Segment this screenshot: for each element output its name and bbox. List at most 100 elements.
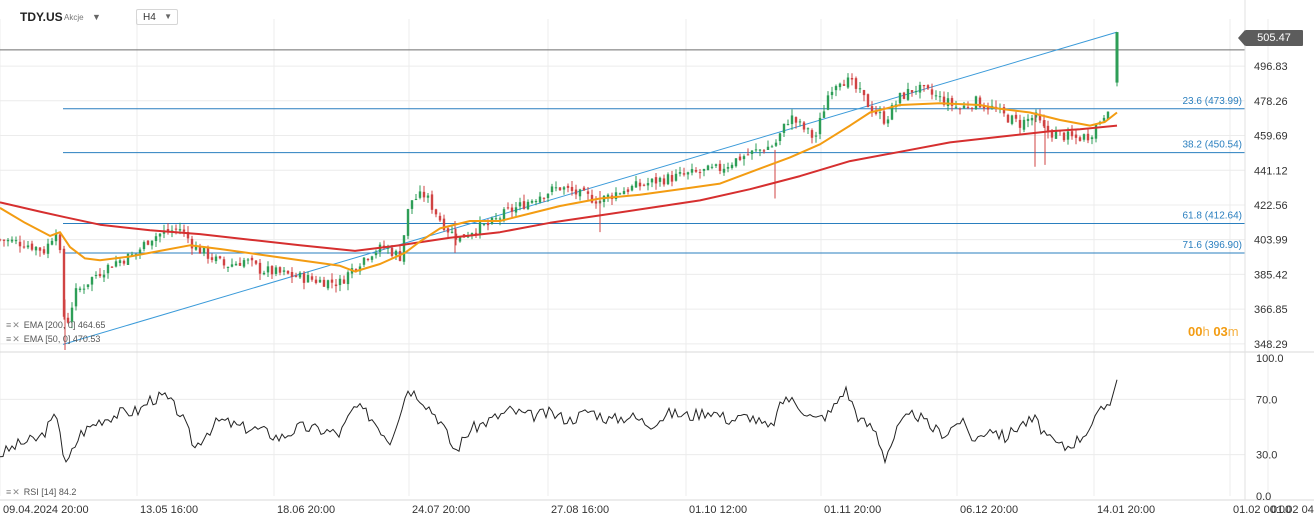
candle-down bbox=[442, 218, 446, 230]
time-tick-label: 01.02 04:00 bbox=[1271, 504, 1314, 516]
candle-up bbox=[858, 88, 862, 90]
candle-up bbox=[782, 123, 786, 133]
fibonacci-retracement[interactable]: 23.6 (473.99) 38.2 (450.54) 61.8 (412.64) 7… bbox=[0, 31, 1245, 345]
rsi-tick-label: 100.0 bbox=[1256, 353, 1284, 365]
candle-up bbox=[150, 240, 154, 246]
candle-up bbox=[102, 274, 106, 278]
candle-up bbox=[494, 218, 498, 220]
candle-up bbox=[774, 142, 778, 146]
candle-down bbox=[1014, 114, 1018, 119]
candle-up bbox=[46, 243, 50, 254]
candle-up bbox=[606, 194, 610, 198]
candle-down bbox=[874, 110, 878, 114]
settings-menu-icon[interactable]: ≡✕ bbox=[6, 334, 21, 344]
candle-up bbox=[714, 164, 718, 166]
candle-up bbox=[618, 193, 622, 195]
settings-menu-icon[interactable]: ≡✕ bbox=[6, 487, 21, 497]
candle-down bbox=[762, 150, 766, 152]
candle-down bbox=[662, 178, 666, 185]
candle-up bbox=[914, 91, 918, 93]
candle-up bbox=[158, 233, 162, 237]
candle-up bbox=[710, 166, 714, 168]
candle-up bbox=[1030, 117, 1034, 121]
candle-up bbox=[554, 187, 558, 189]
candle-up bbox=[226, 266, 230, 268]
time-tick-label: 24.07 20:00 bbox=[412, 504, 470, 516]
candle-down bbox=[986, 106, 990, 110]
ema50-legend[interactable]: ≡✕ EMA [50, 0] 470.53 bbox=[6, 334, 100, 345]
candle-up bbox=[34, 246, 38, 251]
candle-up bbox=[686, 172, 690, 175]
candle-up bbox=[370, 256, 374, 260]
candle-up bbox=[130, 254, 134, 256]
rsi-legend[interactable]: ≡✕ RSI [14] 84.2 bbox=[6, 487, 76, 498]
candle-down bbox=[286, 270, 290, 274]
timeframe-select[interactable]: H4 ▼ bbox=[136, 9, 178, 25]
candle-down bbox=[342, 279, 346, 284]
candle-down bbox=[810, 130, 814, 138]
candle-down bbox=[566, 185, 570, 188]
rsi-tick-label: 30.0 bbox=[1256, 450, 1277, 462]
candle-down bbox=[2, 239, 6, 241]
candle-down bbox=[122, 260, 126, 264]
symbol-dropdown-icon[interactable]: ▼ bbox=[92, 12, 101, 22]
settings-menu-icon[interactable]: ≡✕ bbox=[6, 320, 21, 330]
candle-up bbox=[230, 264, 234, 267]
price-tick-label: 348.29 bbox=[1254, 339, 1288, 351]
candle-down bbox=[870, 106, 874, 113]
candle-up bbox=[82, 288, 86, 290]
candle-up bbox=[262, 272, 266, 275]
time-tick-label: 06.12 20:00 bbox=[960, 504, 1018, 516]
candle-up bbox=[750, 150, 754, 154]
candle-up bbox=[770, 146, 774, 148]
candle-up bbox=[386, 247, 390, 249]
chart-header: TDY.US Akcje ▼ H4 ▼ bbox=[0, 0, 1314, 34]
candle-up bbox=[538, 196, 542, 203]
price-tick-label: 366.85 bbox=[1254, 304, 1288, 316]
candle-up bbox=[706, 165, 710, 171]
candle-countdown: 00h 03m bbox=[1188, 324, 1239, 339]
candle-up bbox=[622, 191, 626, 195]
symbol-name[interactable]: TDY.US bbox=[20, 10, 63, 24]
candle-up bbox=[906, 88, 910, 100]
fib-level-label: 71.6 (396.90) bbox=[1183, 240, 1243, 251]
rsi-tick-label: 70.0 bbox=[1256, 394, 1277, 406]
candle-down bbox=[978, 97, 982, 108]
candle-up bbox=[846, 77, 850, 88]
candle-down bbox=[1070, 131, 1074, 137]
candle-down bbox=[850, 77, 854, 80]
candle-up bbox=[550, 186, 554, 193]
candle-down bbox=[62, 248, 66, 317]
candle-up bbox=[826, 95, 830, 110]
candle-down bbox=[866, 94, 870, 108]
candle-up bbox=[394, 250, 398, 256]
candle-down bbox=[18, 241, 22, 247]
candle-up bbox=[730, 164, 734, 168]
candlestick-series bbox=[0, 32, 1119, 350]
ema50-label: EMA [50, 0] 470.53 bbox=[23, 334, 101, 344]
candle-down bbox=[654, 177, 658, 184]
grid bbox=[0, 19, 1269, 496]
candle-up bbox=[786, 124, 790, 126]
candle-up bbox=[194, 245, 198, 250]
candle-up bbox=[918, 84, 922, 93]
ema200-legend[interactable]: ≡✕ EMA [200, 0] 464.65 bbox=[6, 320, 105, 331]
candle-down bbox=[434, 209, 438, 215]
candle-up bbox=[326, 280, 330, 289]
candle-down bbox=[430, 194, 434, 210]
candle-down bbox=[882, 111, 886, 124]
candle-down bbox=[278, 267, 282, 273]
countdown-hours: 00 bbox=[1188, 324, 1203, 339]
candle-down bbox=[354, 269, 358, 271]
candle-up bbox=[26, 245, 30, 248]
candle-up bbox=[338, 278, 342, 286]
rsi-line bbox=[0, 379, 1118, 465]
candle-down bbox=[186, 231, 190, 239]
candle-up bbox=[666, 174, 670, 185]
time-tick-label: 13.05 16:00 bbox=[140, 504, 198, 516]
candle-down bbox=[902, 92, 906, 99]
candle-up bbox=[426, 195, 430, 198]
candle-up bbox=[10, 239, 14, 242]
candle-down bbox=[966, 106, 970, 108]
